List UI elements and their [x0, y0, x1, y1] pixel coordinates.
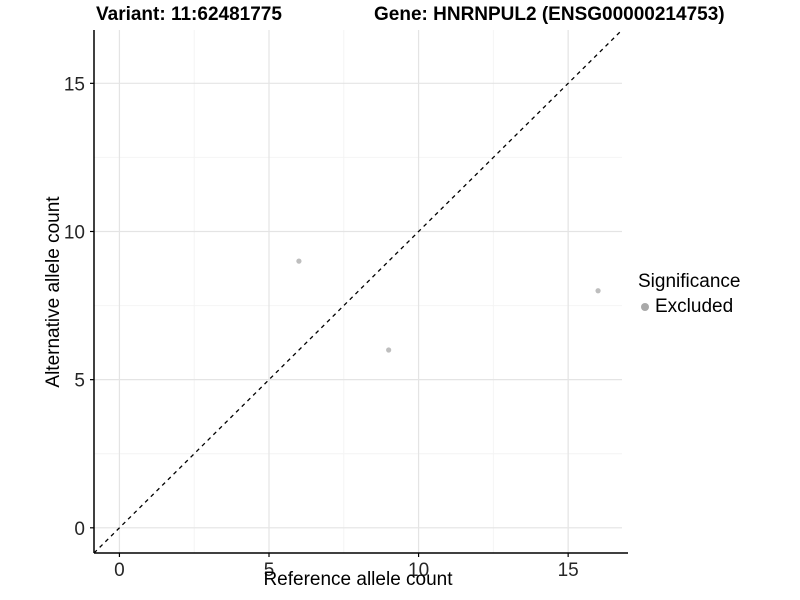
legend-item-label: Excluded	[655, 296, 734, 317]
y-tick-label: 5	[74, 371, 85, 392]
x-tick-label: 10	[408, 560, 429, 581]
data-point	[296, 258, 302, 264]
x-tick-label: 5	[264, 560, 275, 581]
y-tick-label: 0	[74, 519, 85, 540]
data-point	[386, 347, 392, 353]
y-axis-title: Alternative allele count	[43, 196, 64, 388]
data-point	[595, 288, 601, 294]
legend-point-icon	[641, 303, 649, 311]
y-tick-label: 10	[64, 222, 85, 243]
identity-dashed-line	[93, 29, 623, 554]
legend-item-excluded: Excluded	[638, 296, 740, 318]
legend: Significance Excluded	[638, 271, 740, 318]
x-axis-title: Reference allele count	[263, 569, 453, 590]
gene-title: Gene: HNRNPUL2 (ENSG00000214753)	[374, 4, 725, 25]
x-tick-label: 0	[114, 560, 125, 581]
variant-title: Variant: 11:62481775	[96, 4, 282, 25]
y-tick-label: 15	[64, 74, 85, 95]
x-tick-label: 15	[558, 560, 579, 581]
legend-title: Significance	[638, 271, 741, 292]
